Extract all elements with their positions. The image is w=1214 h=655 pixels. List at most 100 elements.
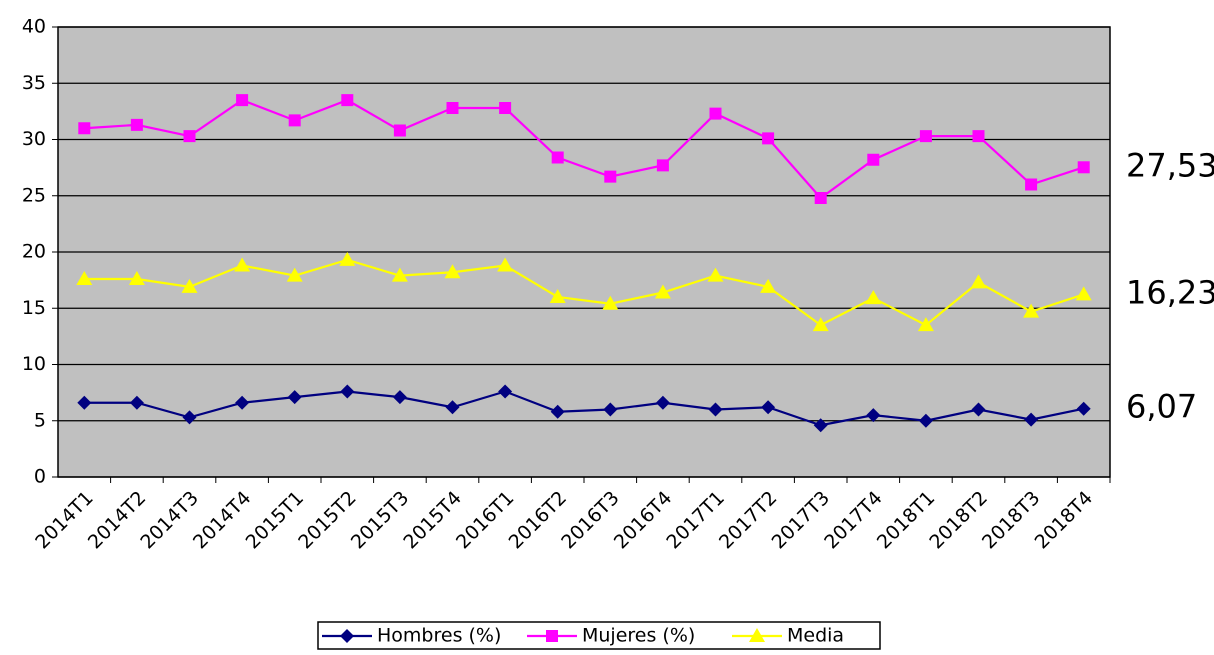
point — [181, 278, 198, 293]
x-tick-label: 2016T4 — [610, 487, 677, 554]
point — [549, 289, 566, 303]
y-tick-label: 25 — [22, 184, 46, 206]
point — [392, 390, 407, 405]
legend-marker — [749, 628, 765, 642]
y-tick-label: 40 — [22, 16, 46, 38]
point — [391, 267, 408, 282]
x-tick-label: 2014T1 — [31, 487, 98, 554]
value-label: 16,23 — [1126, 273, 1214, 311]
point — [497, 257, 514, 272]
legend-label: Media — [787, 625, 844, 647]
x-tick-label: 2015T2 — [294, 487, 361, 554]
point — [919, 130, 932, 143]
point — [970, 274, 987, 289]
legend-marker — [546, 630, 558, 642]
y-tick-label: 10 — [22, 353, 46, 375]
point — [707, 267, 724, 282]
legend-box — [317, 621, 881, 650]
y-tick-label: 0 — [34, 466, 46, 488]
point — [603, 402, 618, 417]
y-tick-label: 5 — [34, 409, 46, 431]
point — [393, 124, 406, 137]
point — [341, 94, 354, 107]
value-label: 6,07 — [1126, 388, 1197, 426]
point — [971, 402, 986, 417]
x-tick-label: 2018T4 — [1031, 487, 1098, 554]
point — [654, 284, 671, 299]
point — [655, 395, 670, 410]
x-tick-label: 2015T4 — [399, 487, 466, 554]
point — [234, 257, 251, 272]
x-tick-label: 2014T4 — [189, 487, 256, 554]
point — [972, 130, 985, 143]
point — [183, 130, 196, 143]
point — [288, 114, 301, 127]
point — [865, 290, 882, 305]
point — [129, 395, 144, 410]
point — [761, 400, 776, 415]
x-tick-label: 2014T3 — [136, 487, 203, 554]
point — [287, 390, 302, 405]
point — [77, 395, 92, 410]
x-tick-label: 2018T1 — [873, 487, 940, 554]
x-tick-label: 2015T1 — [242, 487, 309, 554]
legend-label: Hombres (%) — [377, 625, 501, 647]
point — [708, 402, 723, 417]
point — [1076, 401, 1091, 416]
x-tick-label: 2016T2 — [505, 487, 572, 554]
x-tick-label: 2014T2 — [84, 487, 151, 554]
x-tick-label: 2016T3 — [557, 487, 624, 554]
point — [814, 192, 827, 204]
series-line — [84, 258, 1085, 327]
x-tick-label: 2017T3 — [768, 487, 835, 554]
point — [339, 251, 356, 266]
point — [602, 295, 619, 310]
point — [235, 395, 250, 410]
point — [1023, 303, 1040, 318]
point — [78, 122, 91, 135]
point — [917, 317, 934, 332]
point — [550, 404, 565, 419]
x-tick-label: 2016T1 — [452, 487, 519, 554]
x-tick-label: 2015T3 — [347, 487, 414, 554]
point — [762, 132, 775, 145]
x-tick-label: 2017T4 — [820, 487, 887, 554]
point — [76, 271, 93, 285]
value-label: 27,53 — [1126, 146, 1214, 184]
point — [812, 317, 829, 332]
y-tick-label: 15 — [22, 297, 46, 319]
point — [866, 408, 881, 423]
point — [1025, 178, 1038, 191]
series-line — [84, 390, 1084, 427]
point — [446, 102, 459, 114]
series-line — [84, 98, 1085, 200]
y-tick-label: 35 — [22, 72, 46, 94]
point — [182, 410, 197, 425]
legend-label: Mujeres (%) — [582, 625, 695, 647]
point — [286, 267, 303, 282]
point — [918, 413, 933, 428]
point — [128, 271, 145, 285]
point — [551, 151, 564, 164]
point — [1075, 286, 1092, 301]
point — [867, 153, 880, 166]
point — [130, 118, 143, 131]
point — [499, 102, 512, 114]
y-tick-label: 20 — [22, 241, 46, 263]
point — [813, 418, 828, 433]
point — [340, 384, 355, 399]
point — [1024, 412, 1039, 427]
x-tick-label: 2018T2 — [925, 487, 992, 554]
point — [760, 278, 777, 293]
x-tick-label: 2017T2 — [715, 487, 782, 554]
point — [604, 170, 617, 183]
point — [445, 400, 460, 415]
point — [656, 159, 669, 172]
legend-marker — [340, 629, 354, 643]
point — [498, 384, 513, 399]
point — [444, 264, 461, 279]
point — [1077, 161, 1090, 174]
y-tick-label: 30 — [22, 128, 46, 150]
x-tick-label: 2018T3 — [978, 487, 1045, 554]
